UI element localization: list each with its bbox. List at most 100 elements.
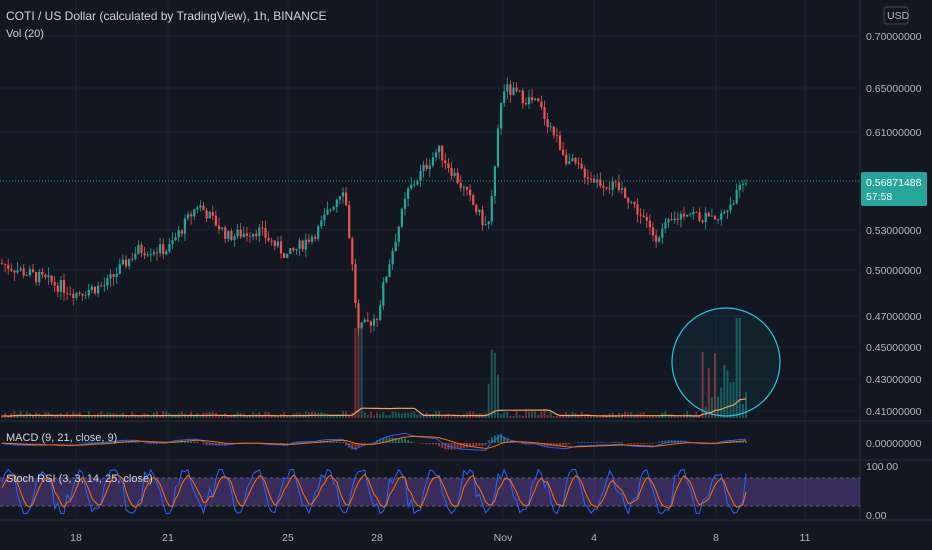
candle-body xyxy=(372,318,376,326)
macd-hist-bar xyxy=(115,441,118,443)
candle-body xyxy=(400,208,403,227)
volume-bar xyxy=(583,414,586,418)
candle-body xyxy=(729,204,732,211)
candle-body xyxy=(25,275,28,276)
macd-hist-bar xyxy=(478,443,481,446)
volume-bar xyxy=(714,353,716,418)
candle-body xyxy=(314,236,317,239)
macd-hist-bar xyxy=(146,443,149,444)
macd-hist-bar xyxy=(400,438,403,443)
candle-body xyxy=(586,177,589,179)
candle-body xyxy=(605,187,608,189)
macd-hist-bar xyxy=(183,441,186,443)
candle-body xyxy=(558,135,562,150)
volume-bar xyxy=(596,415,599,418)
candle-body xyxy=(642,215,645,218)
macd-hist-bar xyxy=(602,442,605,443)
candle-body xyxy=(723,211,726,214)
volume-bar xyxy=(456,415,459,418)
volume-bar xyxy=(692,415,695,418)
volume-bar xyxy=(469,411,472,418)
candle-body xyxy=(248,235,252,237)
stoch-bottom-label: 0.00 xyxy=(866,510,887,522)
time-axis[interactable]: 18 21 25 28 Nov 4 8 11 xyxy=(70,532,810,544)
volume-bar xyxy=(41,414,44,418)
macd-hist-bar xyxy=(565,443,568,446)
last-price-tag: 0.56871488 57:58 xyxy=(861,172,927,206)
candle-body xyxy=(28,269,31,275)
volume-bar xyxy=(710,397,713,418)
volume-bar xyxy=(32,414,34,418)
volume-bar xyxy=(497,374,499,418)
candle-body xyxy=(633,201,636,205)
candle-body xyxy=(407,188,410,199)
currency-button-label: USD xyxy=(887,10,910,22)
volume-bar xyxy=(131,411,134,418)
candle-body xyxy=(580,163,583,169)
macd-hist-bar xyxy=(444,443,447,450)
candle-body xyxy=(469,189,472,196)
macd-hist-bar xyxy=(490,437,493,443)
candle-body xyxy=(518,90,521,92)
time-tick-label: 18 xyxy=(70,532,82,544)
volume-bar xyxy=(90,415,93,418)
candle-body xyxy=(320,220,323,227)
macd-hist-bar xyxy=(307,441,310,443)
macd-hist-bar xyxy=(28,443,31,444)
candle-body xyxy=(546,119,549,127)
macd-hist-bar xyxy=(652,443,654,444)
macd-hist-bar xyxy=(342,442,344,443)
macd-hist-bar xyxy=(25,443,28,445)
macd-signal-line xyxy=(1,435,747,449)
macd-hist-bar xyxy=(193,441,196,443)
candle-body xyxy=(391,251,394,265)
volume-bar xyxy=(676,415,679,418)
price-axis[interactable]: 0.70000000 0.65000000 0.61000000 0.53000000… xyxy=(866,31,922,418)
candle-body xyxy=(744,183,748,185)
candle-body xyxy=(465,187,469,190)
volume-bar xyxy=(438,411,441,418)
macd-hist-bar xyxy=(431,443,434,445)
volume-bar xyxy=(679,415,682,418)
volume-bar xyxy=(490,349,493,418)
candle-body xyxy=(326,209,329,215)
candle-body xyxy=(543,107,546,120)
candle-body xyxy=(648,220,651,228)
time-tick-label: 21 xyxy=(162,532,174,544)
macd-hist-bar xyxy=(543,443,546,446)
volume-bar xyxy=(645,414,648,418)
macd-hist-bar xyxy=(469,443,472,447)
volume-bar xyxy=(698,415,701,418)
volume-bar xyxy=(524,411,527,418)
macd-hist-bar xyxy=(428,443,431,445)
macd-hist-bar xyxy=(738,440,741,443)
macd-hist-bar xyxy=(633,443,636,444)
candle-body xyxy=(490,196,493,222)
candle-body xyxy=(149,254,152,256)
volume-bar xyxy=(435,411,437,418)
macd-hist-bar xyxy=(664,440,667,443)
volume-bar xyxy=(493,352,496,418)
candle-body xyxy=(478,209,481,213)
candle-body xyxy=(279,241,283,254)
candle-body xyxy=(177,230,180,238)
volume-bar xyxy=(453,414,456,418)
macd-hist-bar xyxy=(630,443,633,444)
candle-body xyxy=(252,233,255,237)
macd-hist-bar xyxy=(481,443,484,446)
candle-body xyxy=(413,184,416,186)
macd-hist-bar xyxy=(404,438,406,443)
candle-body xyxy=(168,244,171,252)
candle-body xyxy=(549,126,552,128)
currency-button[interactable]: USD xyxy=(883,6,910,25)
volume-bar xyxy=(369,412,372,418)
candle-body xyxy=(704,212,707,223)
candle-body xyxy=(289,248,292,254)
volume-bar xyxy=(218,415,220,418)
macd-hist-bar xyxy=(497,434,499,443)
volume-bar xyxy=(193,415,196,418)
volume-bar xyxy=(22,415,25,418)
volume-bar xyxy=(149,415,152,418)
candle-body xyxy=(425,164,428,169)
